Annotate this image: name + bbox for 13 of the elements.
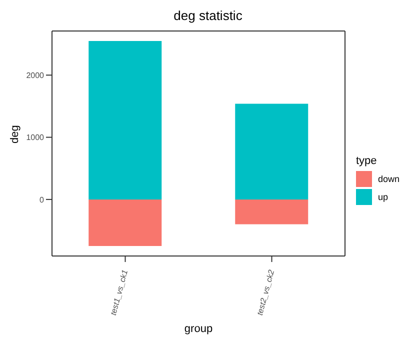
y-tick-label: 0: [40, 195, 45, 204]
x-axis-title: group: [184, 323, 213, 335]
y-axis-title: deg: [8, 125, 21, 144]
legend-title: type: [356, 155, 378, 167]
bar: [235, 199, 308, 224]
bar: [88, 40, 162, 200]
y-tick-label: 1000: [26, 133, 45, 142]
y-tick-label: 2000: [26, 70, 45, 80]
legend-label: up: [378, 192, 388, 202]
chart-title: deg statistic: [172, 8, 244, 24]
bar: [235, 104, 308, 200]
legend-label: down: [378, 174, 400, 184]
bar: [88, 199, 162, 246]
